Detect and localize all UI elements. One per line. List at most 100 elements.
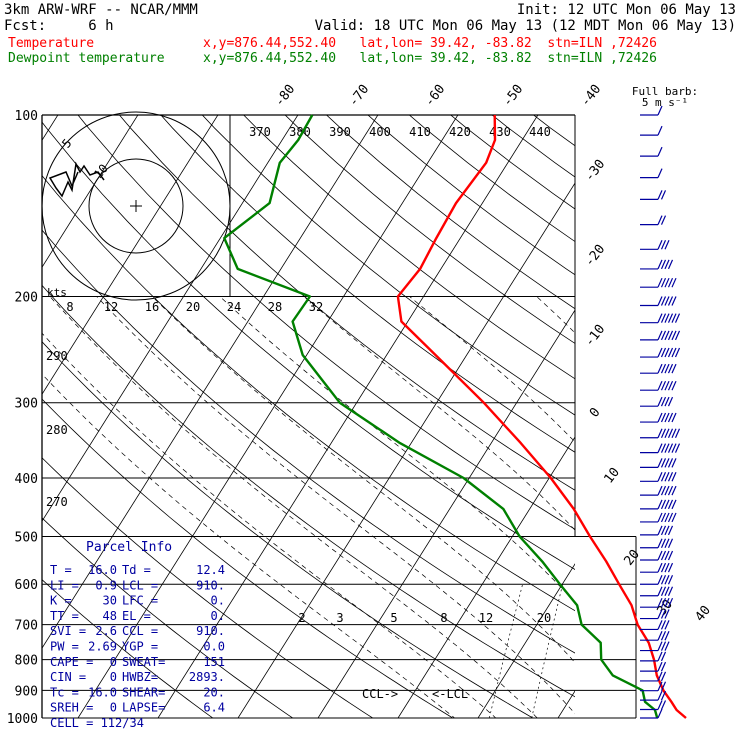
wind-barb-flag xyxy=(660,525,667,536)
theta-label: 370 xyxy=(249,125,271,139)
wind-barb-flag xyxy=(674,347,681,358)
lcl-annotation: <-LCL xyxy=(432,687,468,701)
wind-barb-flag xyxy=(671,380,677,391)
wind-barb-flag xyxy=(660,586,667,596)
barb-legend-title: Full barb: xyxy=(632,85,698,98)
dewpoint-legend-label: Dewpoint temperature xyxy=(8,51,165,66)
parcel-param-name: LCL = xyxy=(122,578,158,592)
isotherm-label: -30 xyxy=(582,157,608,185)
isotherm-line xyxy=(42,115,139,268)
wind-barb-flag xyxy=(660,472,667,482)
wind-barb-flag xyxy=(660,597,667,608)
wind-barb-flag xyxy=(664,574,670,585)
wind-barb-flag xyxy=(657,240,663,250)
moist-adiabat-line xyxy=(42,373,456,718)
pressure-tick-label: 600 xyxy=(15,578,38,593)
isotherm-label: 0 xyxy=(587,405,604,420)
hodograph-speed-label: 12 xyxy=(104,300,118,314)
wind-barb-flag xyxy=(664,347,670,358)
parcel-param-value: 0. xyxy=(211,609,225,623)
dry-adiabat-line xyxy=(574,115,575,116)
wind-barb-flag xyxy=(660,443,667,453)
temperature-profile-line xyxy=(396,114,687,719)
isotherm-line xyxy=(42,115,379,649)
mixing-ratio-label: 12 xyxy=(479,611,493,625)
wind-barb-flag xyxy=(664,396,670,407)
wind-barb-flag xyxy=(671,277,677,288)
wind-barb-flag xyxy=(664,538,670,548)
wind-barb-flag xyxy=(664,499,670,510)
dry-adiabat-line xyxy=(450,115,575,210)
wind-barb-flag xyxy=(664,472,670,482)
wind-barb-flag xyxy=(657,690,663,701)
wind-barb-flag xyxy=(660,700,667,710)
pressure-tick-label: 700 xyxy=(15,619,38,634)
forecast-hour: Fcst: 6 h xyxy=(4,18,114,34)
dry-adiabat-line xyxy=(42,341,534,718)
isotherm-line xyxy=(237,182,575,718)
wind-barb-flag xyxy=(660,190,667,200)
wind-barb-flag xyxy=(664,485,670,496)
dry-adiabat-line xyxy=(532,115,575,147)
wind-barb-flag xyxy=(657,671,663,682)
theta-label: 430 xyxy=(489,125,511,139)
isotherm-line xyxy=(397,436,575,718)
hodograph-speed-label: 32 xyxy=(309,300,323,314)
wind-barb-flag xyxy=(657,700,663,710)
wind-barb-flag xyxy=(664,259,670,270)
theta-label: 420 xyxy=(449,125,471,139)
wind-barb-flag xyxy=(660,215,667,225)
wind-barb-flag xyxy=(657,472,663,482)
wind-barb-flag xyxy=(667,259,674,270)
wind-barb-flag xyxy=(671,347,677,358)
dewpoint-legend-info: x,y=876.44,552.40 lat,lon= 39.42, -83.82… xyxy=(203,51,657,66)
mixing-ratio-line xyxy=(531,584,564,718)
wind-barb-flag xyxy=(657,525,663,536)
wind-barb-flag xyxy=(667,396,674,407)
wind-barb-flag xyxy=(657,168,663,178)
wind-barb-flag xyxy=(657,661,663,672)
wind-barb-flag xyxy=(674,330,681,341)
parcel-param-value: 0 xyxy=(110,655,117,669)
wind-barb-flag xyxy=(664,296,670,306)
wind-barb-flag xyxy=(664,609,670,619)
mixing-ratio-label: 3 xyxy=(336,611,343,625)
isotherm-label: -20 xyxy=(582,242,608,270)
moist-adiabat-line xyxy=(49,296,538,718)
parcel-param-value: 910. xyxy=(196,624,225,638)
wind-barb-flag xyxy=(657,538,663,548)
wind-barb-flag xyxy=(660,550,667,561)
theta-label: 390 xyxy=(329,125,351,139)
dry-adiabat-line xyxy=(42,284,575,698)
wind-barb-flag xyxy=(671,472,677,482)
wind-barb-flag xyxy=(660,428,667,439)
wind-barb-flag xyxy=(664,550,670,561)
parcel-param-name: LI = xyxy=(50,578,79,592)
parcel-param-name: CCL = xyxy=(122,624,158,638)
wind-barb-flag xyxy=(657,146,663,157)
pressure-tick-label: 800 xyxy=(15,654,38,669)
pressure-tick-label: 500 xyxy=(15,530,38,545)
mixing-ratio-label: 2 xyxy=(298,611,305,625)
wind-barb-flag xyxy=(664,458,670,468)
wind-barb-flag xyxy=(657,512,663,523)
wind-barb-flag xyxy=(664,630,670,641)
wind-barb-flag xyxy=(660,651,667,662)
mixing-ratio-label: 20 xyxy=(537,611,551,625)
isotherm-label: -70 xyxy=(346,82,372,110)
wind-barb-flag xyxy=(667,428,674,439)
isotherm-line xyxy=(710,87,740,730)
wind-barb-flag xyxy=(657,105,663,116)
wind-barb-flag xyxy=(667,277,674,288)
isotherm-label: 10 xyxy=(602,465,623,487)
wind-barb-flag xyxy=(671,512,677,523)
grid-layer xyxy=(41,87,740,730)
wind-barb-flag xyxy=(667,330,674,341)
wind-barb-flag xyxy=(667,380,674,391)
wind-barb-flag xyxy=(664,330,670,341)
wind-barb-flag xyxy=(657,125,663,136)
wind-barb-flag xyxy=(664,313,670,323)
parcel-param-value: 30 xyxy=(103,594,117,608)
wind-barb-flag xyxy=(671,499,677,510)
wind-barb-flag xyxy=(671,443,677,453)
